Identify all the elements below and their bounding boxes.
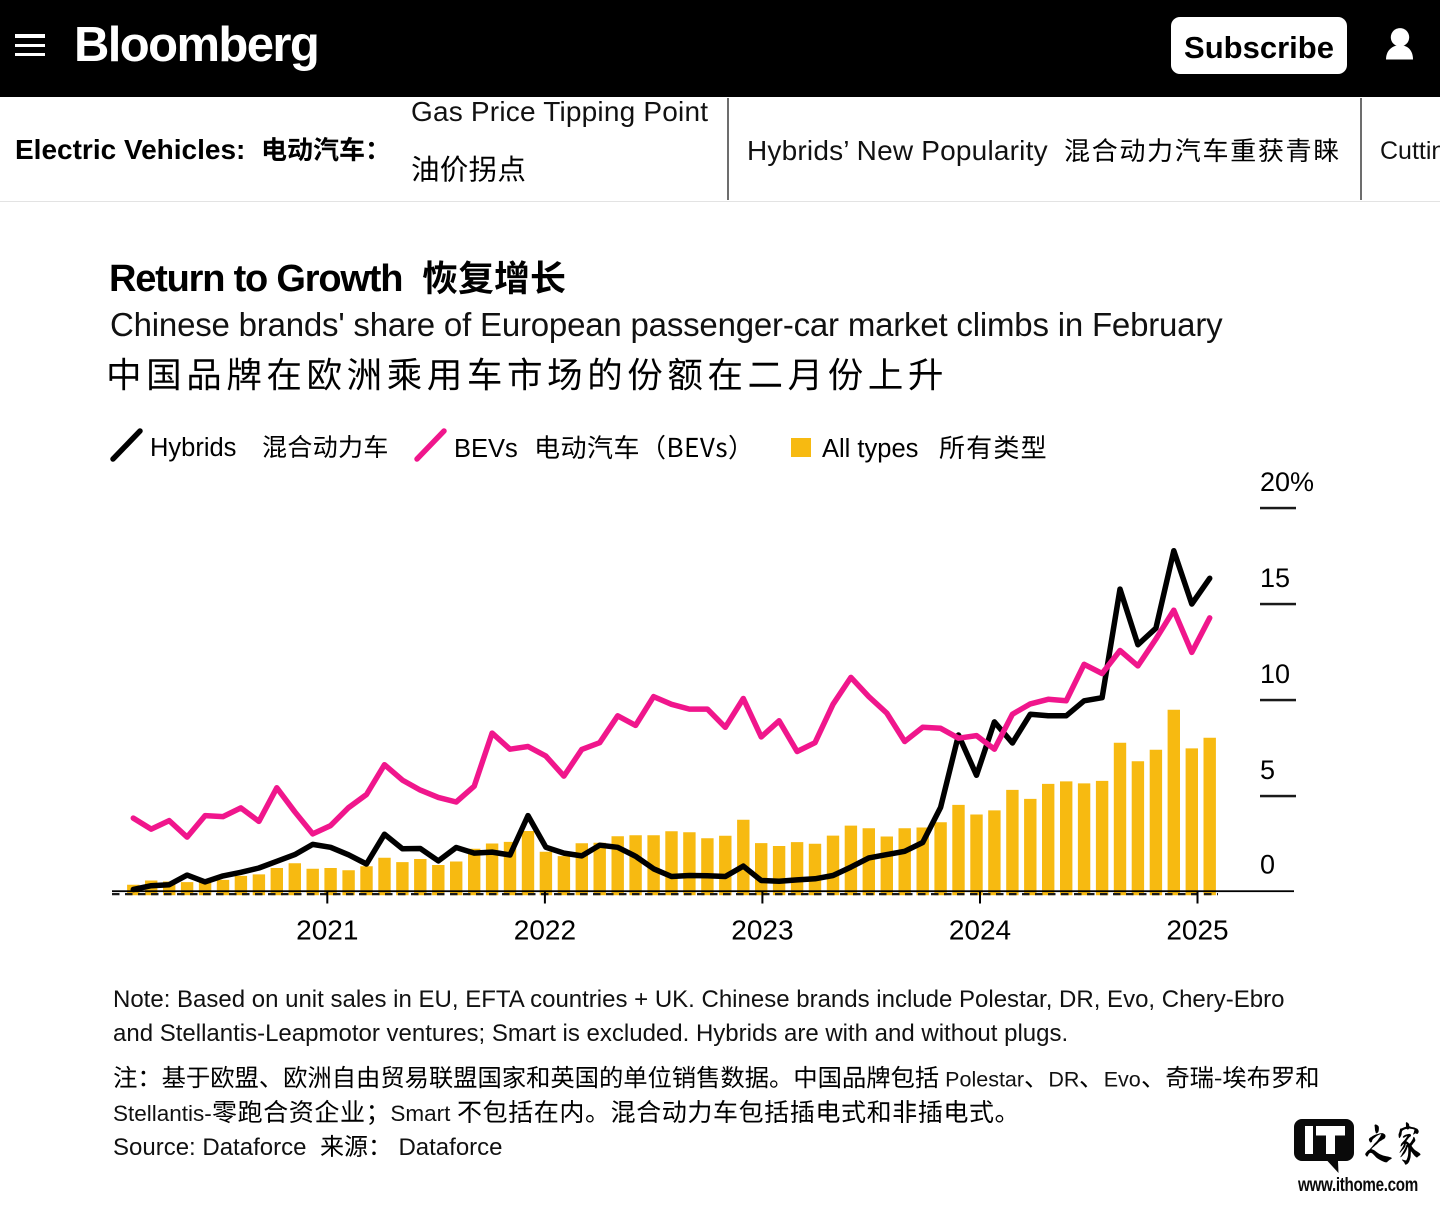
svg-text:10: 10	[1260, 659, 1290, 689]
svg-text:0: 0	[1260, 850, 1275, 880]
svg-text:20%: 20%	[1260, 467, 1314, 497]
svg-text:2022: 2022	[514, 915, 576, 946]
svg-text:2021: 2021	[296, 915, 358, 946]
svg-text:2024: 2024	[949, 915, 1011, 946]
svg-text:5: 5	[1260, 755, 1275, 785]
svg-text:2023: 2023	[731, 915, 793, 946]
svg-text:2025: 2025	[1166, 915, 1228, 946]
svg-text:15: 15	[1260, 563, 1290, 593]
